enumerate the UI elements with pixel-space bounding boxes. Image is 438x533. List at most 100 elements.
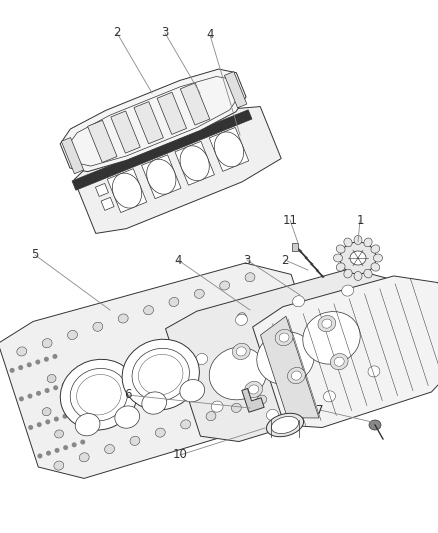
Polygon shape — [72, 110, 252, 190]
Ellipse shape — [194, 289, 204, 298]
Text: 4: 4 — [174, 254, 182, 266]
Ellipse shape — [287, 367, 305, 384]
Ellipse shape — [18, 365, 23, 370]
Ellipse shape — [28, 425, 33, 430]
Ellipse shape — [279, 333, 289, 342]
Ellipse shape — [118, 314, 128, 323]
Polygon shape — [209, 127, 249, 171]
Ellipse shape — [206, 411, 216, 421]
Polygon shape — [134, 102, 163, 144]
Ellipse shape — [17, 347, 27, 356]
Ellipse shape — [271, 416, 299, 433]
Ellipse shape — [336, 263, 345, 271]
Text: 7: 7 — [316, 403, 324, 416]
Ellipse shape — [93, 322, 103, 332]
Ellipse shape — [293, 296, 304, 307]
Ellipse shape — [237, 347, 246, 356]
Text: 3: 3 — [244, 254, 251, 266]
Polygon shape — [141, 155, 181, 199]
Polygon shape — [175, 141, 215, 185]
Ellipse shape — [220, 281, 230, 290]
Ellipse shape — [72, 442, 77, 447]
Ellipse shape — [291, 371, 301, 380]
Ellipse shape — [322, 319, 332, 328]
Ellipse shape — [42, 338, 52, 348]
Polygon shape — [60, 69, 246, 172]
Ellipse shape — [364, 269, 372, 278]
Ellipse shape — [336, 245, 345, 253]
Ellipse shape — [45, 388, 49, 393]
Ellipse shape — [105, 445, 114, 454]
Ellipse shape — [35, 359, 40, 365]
Ellipse shape — [209, 347, 267, 400]
Text: 2: 2 — [281, 254, 289, 266]
Ellipse shape — [334, 357, 344, 366]
Ellipse shape — [130, 437, 140, 446]
Ellipse shape — [237, 313, 246, 321]
Ellipse shape — [71, 411, 76, 416]
Ellipse shape — [275, 329, 293, 345]
Ellipse shape — [344, 238, 352, 247]
Ellipse shape — [374, 254, 382, 262]
Ellipse shape — [364, 238, 372, 247]
Ellipse shape — [232, 343, 250, 360]
Polygon shape — [61, 138, 84, 174]
Text: 4: 4 — [206, 28, 214, 42]
Ellipse shape — [340, 242, 376, 274]
Ellipse shape — [350, 251, 366, 265]
Ellipse shape — [44, 357, 49, 362]
Text: 3: 3 — [161, 27, 169, 39]
Ellipse shape — [37, 422, 42, 427]
Polygon shape — [107, 168, 147, 213]
Text: 10: 10 — [173, 448, 187, 462]
Ellipse shape — [181, 420, 191, 429]
Polygon shape — [253, 276, 438, 427]
Ellipse shape — [47, 375, 56, 383]
Ellipse shape — [45, 419, 50, 424]
Ellipse shape — [257, 395, 267, 404]
Ellipse shape — [288, 338, 297, 346]
Ellipse shape — [80, 440, 85, 445]
Text: 11: 11 — [283, 214, 297, 227]
Text: 6: 6 — [124, 389, 132, 401]
Ellipse shape — [249, 385, 258, 394]
Polygon shape — [95, 183, 109, 197]
Ellipse shape — [62, 383, 67, 387]
Ellipse shape — [53, 385, 58, 390]
Ellipse shape — [60, 359, 138, 430]
Polygon shape — [74, 107, 281, 233]
Ellipse shape — [10, 368, 14, 373]
Ellipse shape — [122, 339, 199, 410]
Ellipse shape — [282, 387, 292, 396]
Polygon shape — [88, 120, 117, 163]
Ellipse shape — [371, 263, 380, 271]
Ellipse shape — [63, 445, 68, 450]
Ellipse shape — [354, 236, 362, 245]
Ellipse shape — [28, 393, 32, 399]
Ellipse shape — [79, 453, 89, 462]
Ellipse shape — [144, 306, 154, 315]
Ellipse shape — [266, 413, 304, 437]
Ellipse shape — [257, 332, 314, 384]
Ellipse shape — [324, 391, 336, 402]
Ellipse shape — [214, 132, 244, 167]
Ellipse shape — [42, 408, 51, 416]
Ellipse shape — [342, 285, 353, 296]
Text: 2: 2 — [113, 27, 121, 39]
Ellipse shape — [272, 354, 281, 362]
Ellipse shape — [303, 312, 360, 364]
Ellipse shape — [236, 314, 247, 325]
Ellipse shape — [19, 397, 24, 401]
Ellipse shape — [169, 297, 179, 306]
Ellipse shape — [53, 354, 57, 359]
Ellipse shape — [142, 392, 166, 414]
Polygon shape — [242, 389, 264, 412]
Ellipse shape — [333, 254, 343, 262]
Ellipse shape — [354, 271, 362, 280]
Ellipse shape — [55, 448, 60, 453]
Ellipse shape — [36, 391, 41, 396]
Ellipse shape — [54, 461, 64, 470]
Ellipse shape — [55, 430, 64, 438]
Text: 1: 1 — [356, 214, 364, 227]
Ellipse shape — [54, 417, 59, 422]
